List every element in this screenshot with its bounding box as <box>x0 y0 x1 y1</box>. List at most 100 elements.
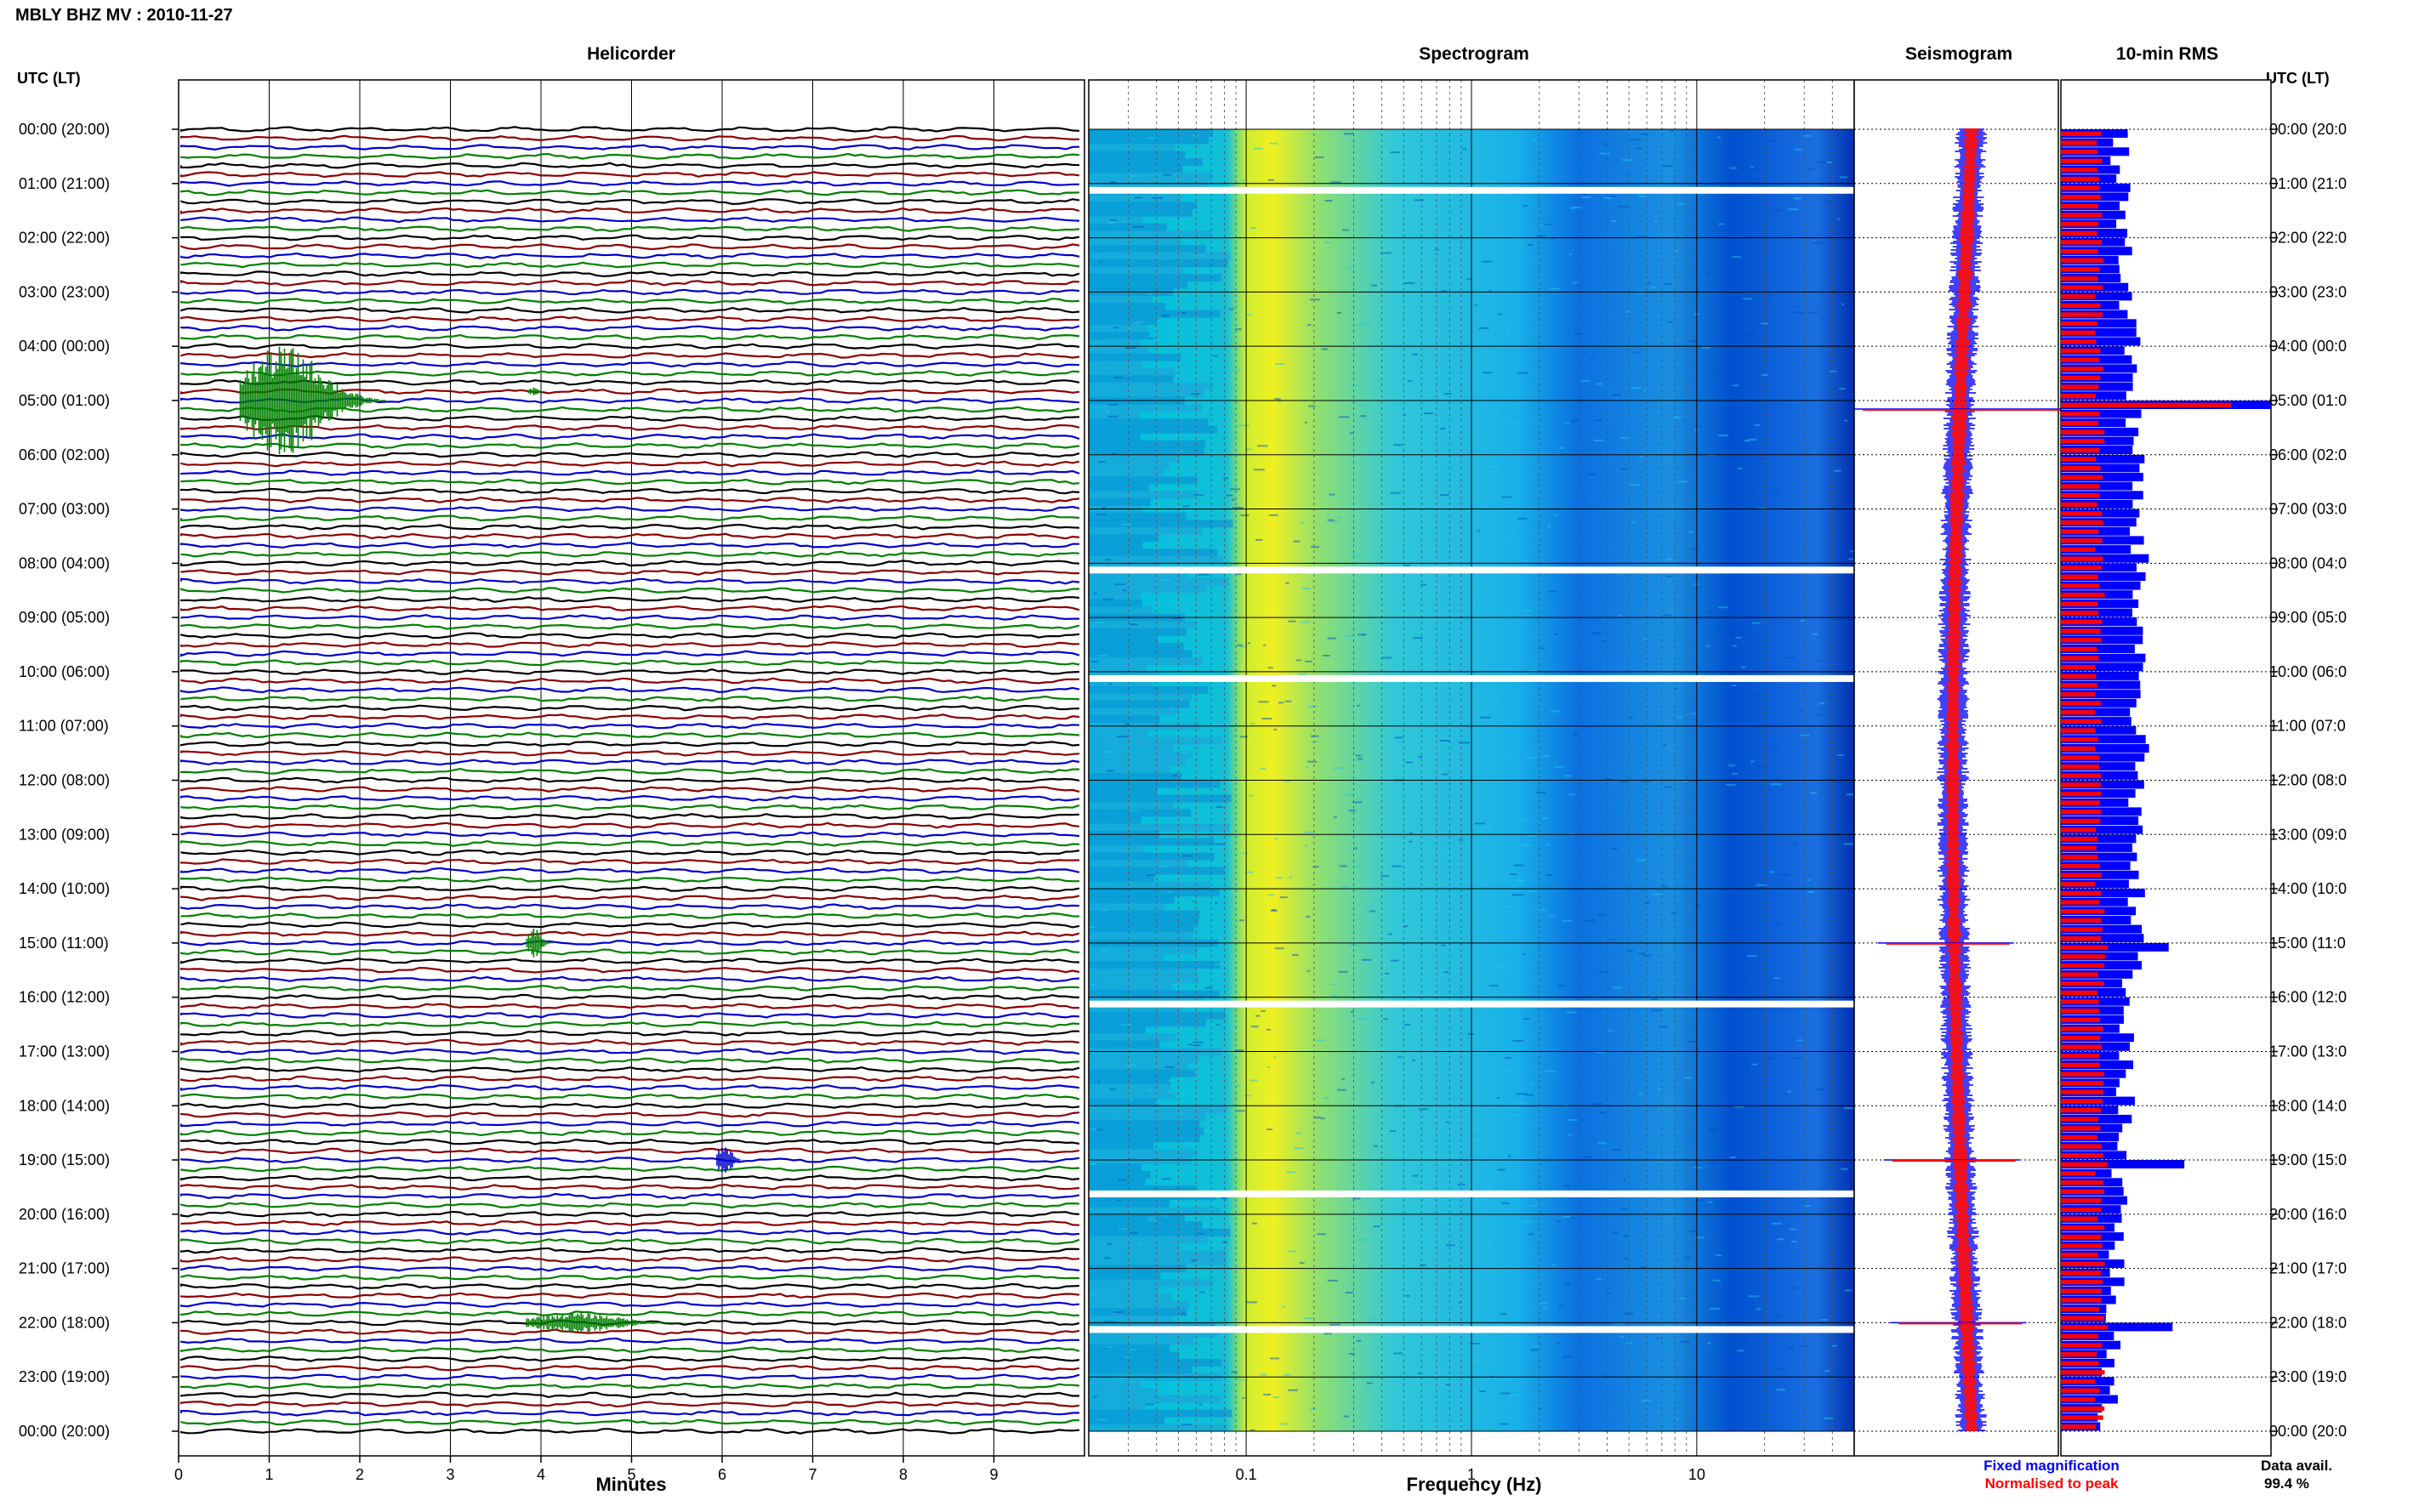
spectrogram-noise <box>1504 1070 1511 1072</box>
time-label-right: 21:00 (17:0 <box>2269 1260 2347 1277</box>
spectrogram-noise <box>1802 134 1812 137</box>
rms-bar-normalised <box>2061 457 2097 462</box>
helicorder-trace <box>179 1183 1080 1191</box>
spectrogram-noise <box>1272 685 1277 687</box>
spectrogram-noise <box>1412 1174 1419 1177</box>
spectrogram-noise <box>1420 410 1426 412</box>
spectrogram-band <box>1089 968 1198 976</box>
spectrogram-noise <box>1109 181 1117 184</box>
spectrogram-noise <box>1202 1129 1212 1132</box>
spectrogram-noise <box>1180 1094 1189 1096</box>
spectrogram-band <box>1089 1054 1198 1063</box>
rms-bar-fixed <box>2061 889 2145 898</box>
spectrogram-band <box>1089 526 1202 535</box>
spectrogram-noise <box>1571 1217 1574 1219</box>
spectrogram-noise <box>1605 778 1613 781</box>
spectrogram-band <box>1089 1214 1185 1222</box>
spectrogram-noise <box>1536 792 1546 793</box>
helicorder-trace <box>179 415 1080 423</box>
spectrogram-noise <box>1470 1343 1480 1344</box>
spectrogram-noise <box>1147 1089 1153 1092</box>
spectrogram-band <box>1089 1358 1222 1367</box>
spectrogram-noise <box>1117 1378 1123 1380</box>
time-label-left: 21:00 (17:00) <box>19 1260 110 1277</box>
rms-bar-normalised <box>2061 900 2099 905</box>
spectrogram-noise <box>1483 372 1493 374</box>
spectrogram-noise <box>1574 333 1583 335</box>
rms-bar-normalised <box>2061 818 2101 823</box>
rms-bar-normalised <box>2061 1081 2103 1086</box>
time-label-right: 23:00 (19:0 <box>2269 1368 2347 1385</box>
spectrogram-noise <box>1474 822 1486 825</box>
spectrogram-band <box>1089 592 1141 600</box>
spectrogram-noise <box>1096 621 1103 623</box>
rms-title: 10-min RMS <box>2116 44 2218 64</box>
spectrogram-noise <box>1640 133 1648 135</box>
spectrogram-noise <box>1445 1121 1449 1123</box>
spectrogram-band <box>1089 924 1194 933</box>
spectrogram-noise <box>1244 871 1254 873</box>
spectrogram-noise <box>1255 538 1263 541</box>
helicorder-trace <box>179 324 1080 332</box>
helicorder-trace <box>179 1030 1080 1037</box>
helicorder-trace <box>179 966 1080 974</box>
spectrogram-noise <box>1500 765 1505 767</box>
spectrogram-noise <box>1269 142 1278 145</box>
helicorder-trace <box>179 741 1080 747</box>
spectrogram-noise <box>1828 1373 1839 1374</box>
spectrogram-noise <box>1793 843 1797 845</box>
time-label-right: 17:00 (13:0 <box>2269 1043 2347 1060</box>
spectrogram-noise <box>1215 843 1226 845</box>
helicorder-trace <box>179 179 1079 187</box>
spectrogram-noise <box>1311 546 1319 549</box>
time-label-left: 19:00 (15:00) <box>19 1151 110 1168</box>
spectrogram-noise <box>1845 823 1853 826</box>
spectrogram-noise <box>1295 1132 1302 1134</box>
spectrogram-noise <box>1331 994 1338 997</box>
spectrogram-noise <box>1360 415 1367 418</box>
spectrogram-noise <box>1327 519 1335 521</box>
spectrogram-noise <box>1671 912 1676 914</box>
spectrogram-noise <box>1417 1373 1422 1375</box>
spectrogram-noise <box>1459 742 1471 744</box>
helicorder-trace <box>179 126 1080 133</box>
spectrogram-noise <box>1727 412 1738 415</box>
spectrogram-noise <box>1475 255 1483 258</box>
rms-bar-normalised <box>2061 140 2097 145</box>
spectrogram-band <box>1089 497 1151 506</box>
spectrogram-noise <box>1744 333 1753 336</box>
spectrogram-noise <box>1526 834 1537 837</box>
spectrogram-noise <box>1418 755 1423 758</box>
spectrogram-noise <box>1460 361 1465 364</box>
spectrogram-noise <box>1351 1011 1354 1014</box>
spectrogram-noise <box>1101 506 1107 509</box>
spectrogram-noise <box>1124 723 1130 725</box>
spectrogram-band <box>1089 744 1174 752</box>
spectrogram-noise <box>1313 1117 1322 1119</box>
time-label-left: 13:00 (09:00) <box>19 826 110 843</box>
spectrogram-band <box>1089 708 1180 716</box>
spectrogram-noise <box>1249 794 1254 797</box>
spectrogram-noise <box>1606 1292 1610 1294</box>
rms-bar-normalised <box>2061 285 2103 290</box>
spectrogram-noise <box>1339 416 1350 418</box>
spectrogram-noise <box>1279 1423 1289 1425</box>
helicorder-trace <box>179 560 1080 567</box>
spectrogram-band <box>1089 129 1214 137</box>
spectrogram-noise <box>1824 1167 1828 1169</box>
spectrogram-band <box>1089 1402 1146 1410</box>
spectrogram-noise <box>1263 1393 1272 1395</box>
spectrogram-band <box>1089 1424 1227 1432</box>
spectrogram-noise <box>1392 865 1402 867</box>
time-label-left: 08:00 (04:00) <box>19 554 110 571</box>
rms-bar-normalised <box>2061 728 2096 733</box>
time-label-left: 00:00 (20:00) <box>19 1423 110 1440</box>
helicorder-trace <box>179 550 1080 558</box>
minute-tick-label: 8 <box>899 1466 908 1483</box>
spectrogram-noise <box>1320 1117 1325 1120</box>
spectrogram-noise <box>1557 985 1566 986</box>
rms-bar-normalised <box>2061 566 2103 571</box>
spectrogram-noise <box>1695 904 1701 907</box>
spectrogram-noise <box>1312 741 1319 743</box>
spectrogram-noise <box>1737 1350 1745 1352</box>
